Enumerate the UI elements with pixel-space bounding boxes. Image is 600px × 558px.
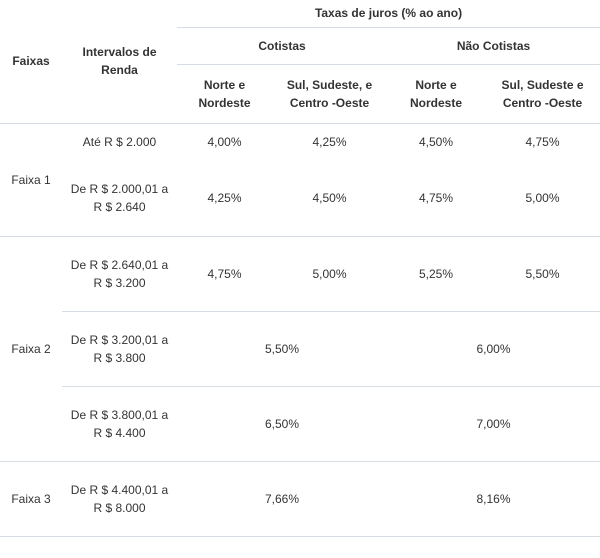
income-range-cell: De R $ 3.200,01 a R $ 3.800 [62,311,177,387]
nao-cotistas-rate-cell: 8,16% [387,461,600,537]
table-row: Faixa 1 Até R $ 2.000 4,00% 4,25% 4,50% … [0,123,600,237]
table-header: Faixas Intervalos de Renda Taxas de juro… [0,0,600,124]
table-row: Faixa 2 De R $ 2.640,01 a R $ 3.200 4,75… [0,236,600,462]
nao-cotistas-header: Não Cotistas [387,27,600,65]
rate-cell: 4,50% [418,135,454,150]
income-range-cell: De R $ 2.000,01 a R $ 2.640 [62,161,177,237]
rate-cell: 4,00% [207,135,242,150]
faixa-3-label: Faixa 3 [0,461,62,537]
rate-cell: 5,25% [387,236,485,312]
faixas-header: Faixas [0,0,62,124]
rate-cell: 4,25% [177,161,272,237]
nao-cotistas-rate-cell: 7,00% [387,386,600,462]
cotistas-sul-sudeste-header: Sul, Sudeste, e Centro -Oeste [272,64,387,124]
cotistas-rate-cell: 6,50% [177,386,387,462]
interest-rate-table: Faixas Intervalos de Renda Taxas de juro… [0,0,600,537]
cotistas-norte-nordeste-header: Norte e Nordeste [177,64,272,124]
income-range-cell: De R $ 3.800,01 a R $ 4.400 [62,386,177,462]
table-row: De R $ 3.800,01 a R $ 4.400 6,50% 7,00% [0,386,600,462]
table-body: Faixa 1 Até R $ 2.000 4,00% 4,25% 4,50% … [0,123,600,537]
taxas-header: Taxas de juros (% ao ano) [177,0,600,28]
rate-cell: 4,75% [525,135,560,150]
rate-cell: 4,75% [387,161,485,237]
faixa-1-label: Faixa 1 [0,123,62,237]
rate-cell: 4,50% [272,161,387,237]
faixa-2-label: Faixa 2 [0,236,62,462]
rate-cell: 5,00% [272,236,387,312]
nao-cotistas-norte-nordeste-header: Norte e Nordeste [387,64,485,124]
cotistas-header: Cotistas [177,27,387,65]
rate-cell: 5,50% [485,236,600,312]
nao-cotistas-rate-cell: 6,00% [387,311,600,387]
intervalos-header: Intervalos de Renda [62,0,177,124]
cotistas-rate-cell: 5,50% [177,311,387,387]
cotistas-rate-cell: 7,66% [177,461,387,537]
rate-cell: 4,25% [312,135,347,150]
income-range-cell: Até R $ 2.000 [82,135,157,150]
table-row: De R $ 2.000,01 a R $ 2.640 4,25% 4,50% … [0,161,600,237]
income-range-cell: De R $ 4.400,01 a R $ 8.000 [62,461,177,537]
nao-cotistas-sul-sudeste-header: Sul, Sudeste e Centro -Oeste [485,64,600,124]
rate-cell: 5,00% [485,161,600,237]
rate-cell: 4,75% [177,236,272,312]
income-range-cell: De R $ 2.640,01 a R $ 3.200 [62,236,177,312]
table-row: Faixa 3 De R $ 4.400,01 a R $ 8.000 7,66… [0,461,600,537]
table-row: De R $ 3.200,01 a R $ 3.800 5,50% 6,00% [0,311,600,387]
